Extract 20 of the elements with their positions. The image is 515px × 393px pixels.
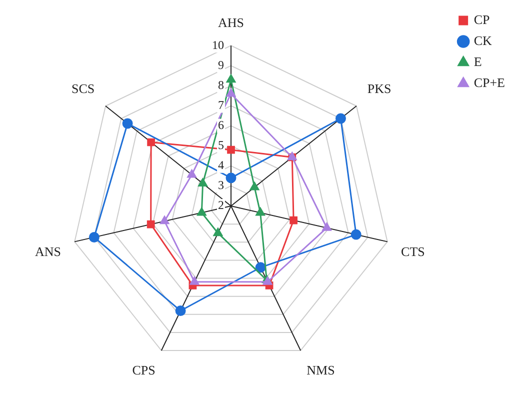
spoke-label: NMS	[306, 362, 335, 378]
spoke-label: CPS	[132, 362, 156, 378]
spoke-label: AHS	[218, 15, 244, 30]
y-tick-label: 7	[218, 98, 224, 112]
y-tick-label: 9	[218, 58, 224, 72]
y-tick-label: 2	[218, 198, 224, 212]
y-tick-label: 4	[218, 158, 224, 172]
y-tick-label: 5	[218, 138, 224, 152]
spoke-label: ANS	[34, 244, 61, 260]
spoke-label: SCS	[72, 80, 95, 96]
y-tick-label: 10	[212, 38, 224, 52]
legend-label: CP	[474, 12, 490, 27]
spoke-label: CTS	[401, 244, 425, 260]
y-tick-label: 8	[218, 78, 224, 92]
legend-label: CK	[474, 32, 492, 48]
y-tick-label: 3	[218, 178, 224, 192]
y-tick-label: 6	[218, 118, 224, 132]
legend-label: E	[474, 54, 482, 69]
spoke-label: PKS	[367, 80, 392, 96]
legend-label: CP+E	[474, 74, 506, 90]
